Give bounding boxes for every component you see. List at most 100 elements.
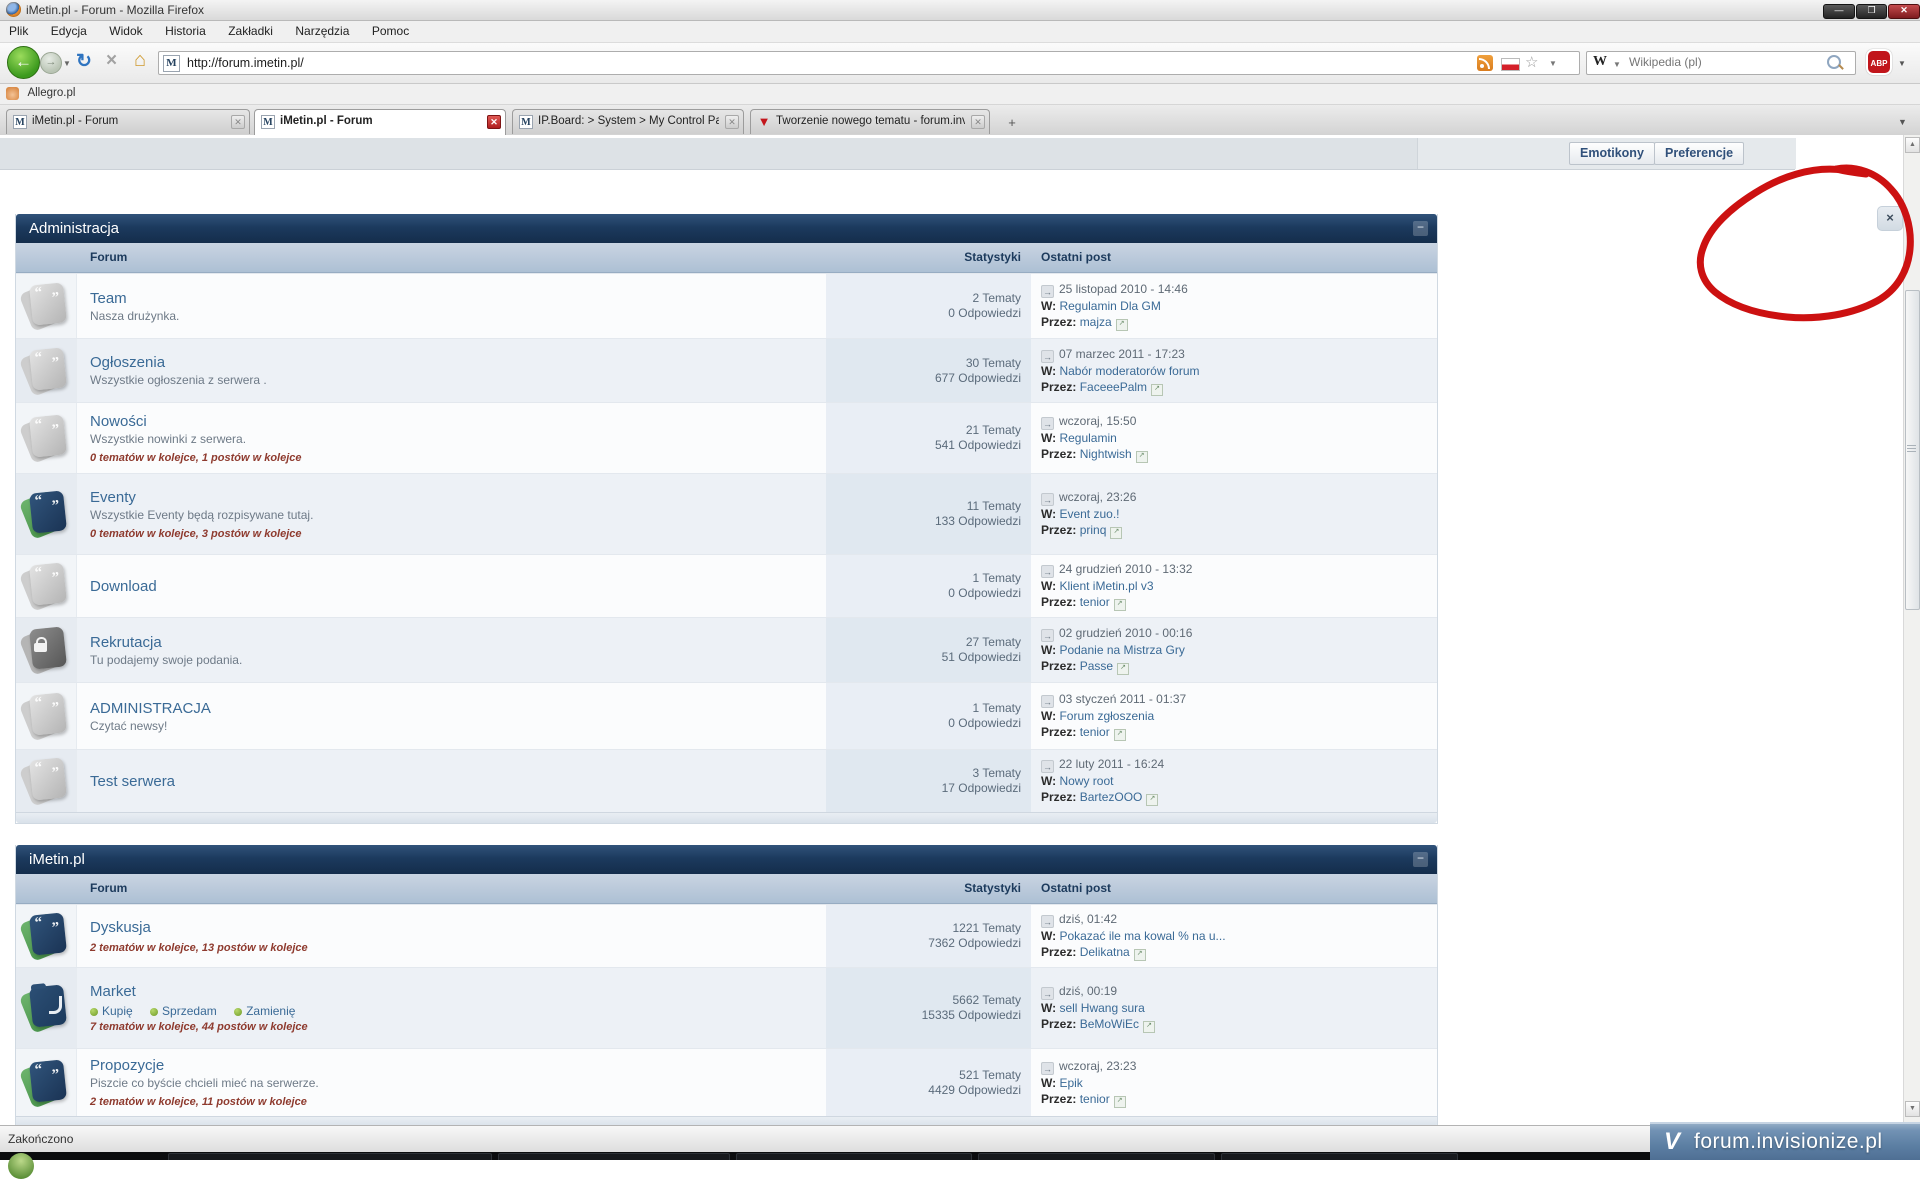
forum-link[interactable]: Dyskusja — [90, 918, 151, 936]
tab-4[interactable]: ▼ Tworzenie nowego tematu - forum.invi..… — [750, 109, 990, 134]
flag-icon[interactable] — [1501, 58, 1520, 71]
last-topic-link[interactable]: Epik — [1059, 1075, 1083, 1090]
goto-lastpost-icon[interactable]: → — [1041, 285, 1054, 298]
adblock-dropdown-icon[interactable]: ▼ — [1898, 59, 1906, 68]
forum-link[interactable]: Team — [90, 289, 127, 307]
engine-dropdown-icon[interactable]: ▼ — [1613, 60, 1621, 69]
adblock-icon[interactable]: ABP — [1866, 49, 1892, 75]
collapse-icon[interactable]: − — [1413, 852, 1428, 867]
last-user-link[interactable]: majza — [1079, 315, 1112, 329]
last-user-link[interactable]: BeMoWiEc — [1079, 1017, 1140, 1031]
tab-close-icon[interactable]: ✕ — [487, 115, 501, 129]
list-all-tabs-icon[interactable]: ▼ — [1898, 117, 1907, 127]
goto-lastpost-icon[interactable]: → — [1041, 629, 1054, 642]
last-user-link[interactable]: FaceeePalm — [1079, 379, 1148, 394]
taskbar-button[interactable] — [1221, 1153, 1458, 1160]
subforum-link[interactable]: Sprzedam — [162, 1004, 217, 1018]
tab-3[interactable]: M IP.Board: > System > My Control Panel … — [512, 109, 744, 134]
minimize-button[interactable]: — — [1823, 4, 1855, 19]
forward-button[interactable]: → — [40, 52, 62, 74]
search-magnifier-icon[interactable] — [1827, 55, 1841, 69]
collapse-icon[interactable]: − — [1413, 221, 1428, 236]
last-topic-link[interactable]: Klient iMetin.pl v3 — [1059, 579, 1154, 593]
last-user-link[interactable]: prinq — [1079, 523, 1107, 537]
close-button[interactable]: ✕ — [1888, 4, 1920, 19]
menu-widok[interactable]: Widok — [109, 24, 143, 38]
forum-link[interactable]: Nowości — [90, 412, 147, 430]
tab-1[interactable]: M iMetin.pl - Forum ✕ — [6, 109, 250, 134]
last-topic-link[interactable]: Podanie na Mistrza Gry — [1059, 643, 1185, 657]
last-user-link[interactable]: BartezOOO — [1079, 790, 1143, 804]
menu-plik[interactable]: Plik — [9, 24, 29, 38]
forum-link[interactable]: Download — [90, 577, 157, 595]
home-button[interactable]: ⌂ — [134, 49, 147, 71]
forum-link[interactable]: Market — [90, 983, 136, 1000]
menu-narzedzia[interactable]: Narzędzia — [295, 24, 350, 38]
goto-lastpost-icon[interactable]: → — [1041, 695, 1054, 708]
goto-lastpost-icon[interactable]: → — [1041, 417, 1054, 430]
taskbar-button[interactable] — [168, 1153, 492, 1160]
bookmark-star-icon[interactable]: ☆ — [1525, 54, 1539, 71]
last-topic-link[interactable]: Forum zgłoszenia — [1059, 709, 1155, 723]
new-tab-button[interactable]: + — [1008, 115, 1016, 130]
reload-button[interactable]: ↻ — [76, 51, 92, 72]
forum-link[interactable]: Eventy — [90, 488, 136, 506]
back-button[interactable]: ← — [7, 46, 40, 79]
forum-link[interactable]: Ogłoszenia — [90, 354, 166, 371]
preferences-button[interactable]: Preferencje — [1654, 142, 1745, 165]
forum-link[interactable]: Rekrutacja — [90, 633, 162, 651]
goto-lastpost-icon[interactable]: → — [1041, 493, 1054, 506]
url-bar[interactable]: M http://forum.imetin.pl/ ☆ ▼ — [158, 51, 1580, 75]
scroll-down-icon[interactable]: ▼ — [1905, 1101, 1920, 1117]
forum-link[interactable]: ADMINISTRACJA — [90, 699, 211, 717]
url-text[interactable]: http://forum.imetin.pl/ — [187, 56, 304, 70]
last-user-link[interactable]: Delikatna — [1079, 945, 1130, 959]
last-topic-link[interactable]: Regulamin Dla GM — [1059, 299, 1161, 313]
forum-link[interactable]: Test serwera — [90, 772, 176, 790]
wikipedia-engine-icon[interactable]: W — [1593, 54, 1607, 69]
tab-close-icon[interactable]: ✕ — [231, 115, 245, 129]
last-user-link[interactable]: tenior — [1079, 595, 1110, 609]
goto-lastpost-icon[interactable]: → — [1041, 1061, 1054, 1075]
menu-pomoc[interactable]: Pomoc — [371, 24, 410, 38]
url-dropdown-icon[interactable]: ▼ — [1549, 59, 1557, 68]
last-user-link[interactable]: Nightwish — [1079, 447, 1132, 461]
last-topic-link[interactable]: Event zuo.! — [1059, 507, 1120, 521]
goto-lastpost-icon[interactable]: → — [1041, 349, 1054, 363]
taskbar-button[interactable] — [498, 1153, 730, 1160]
goto-lastpost-icon[interactable]: → — [1041, 987, 1054, 1000]
menu-zakladki[interactable]: Zakładki — [228, 24, 273, 38]
goto-lastpost-icon[interactable]: → — [1041, 915, 1054, 928]
last-user-link[interactable]: tenior — [1079, 1091, 1110, 1106]
dismiss-x-button[interactable]: × — [1877, 206, 1903, 231]
tab-close-icon[interactable]: ✕ — [725, 115, 739, 129]
last-topic-link[interactable]: Nabór moderatorów forum — [1059, 363, 1200, 378]
stop-button[interactable]: × — [106, 50, 118, 71]
last-user-link[interactable]: Passe — [1079, 659, 1114, 673]
subforum-link[interactable]: Kupię — [102, 1004, 133, 1018]
last-user-link[interactable]: tenior — [1079, 725, 1110, 739]
tab-close-icon[interactable]: ✕ — [971, 115, 985, 129]
goto-lastpost-icon[interactable]: → — [1041, 760, 1054, 773]
vertical-scrollbar[interactable]: ▲ ▼ — [1903, 135, 1920, 1125]
menu-edycja[interactable]: Edycja — [50, 24, 87, 38]
restore-button[interactable]: ❐ — [1856, 4, 1887, 19]
windows-taskbar[interactable] — [0, 1152, 1920, 1179]
last-topic-link[interactable]: Regulamin — [1059, 431, 1117, 445]
emoticons-button[interactable]: Emotikony — [1569, 142, 1655, 165]
search-input[interactable] — [1627, 54, 1811, 70]
scrollbar-thumb[interactable] — [1905, 290, 1920, 610]
subforum-link[interactable]: Zamienię — [246, 1004, 296, 1018]
bookmark-allegro[interactable]: Allegro.pl — [27, 87, 76, 99]
menu-historia[interactable]: Historia — [165, 24, 206, 38]
forum-link[interactable]: Propozycje — [90, 1057, 165, 1074]
last-topic-link[interactable]: Nowy root — [1059, 774, 1114, 788]
last-topic-link[interactable]: Pokazać ile ma kowal % na u... — [1059, 929, 1226, 943]
search-bar[interactable]: W ▼ — [1586, 51, 1856, 75]
last-topic-link[interactable]: sell Hwang sura — [1059, 1001, 1145, 1015]
taskbar-button[interactable] — [736, 1153, 972, 1160]
goto-lastpost-icon[interactable]: → — [1041, 565, 1054, 578]
history-dropdown-icon[interactable]: ▼ — [63, 59, 71, 68]
taskbar-button[interactable] — [978, 1153, 1215, 1160]
rss-icon[interactable] — [1477, 55, 1493, 71]
